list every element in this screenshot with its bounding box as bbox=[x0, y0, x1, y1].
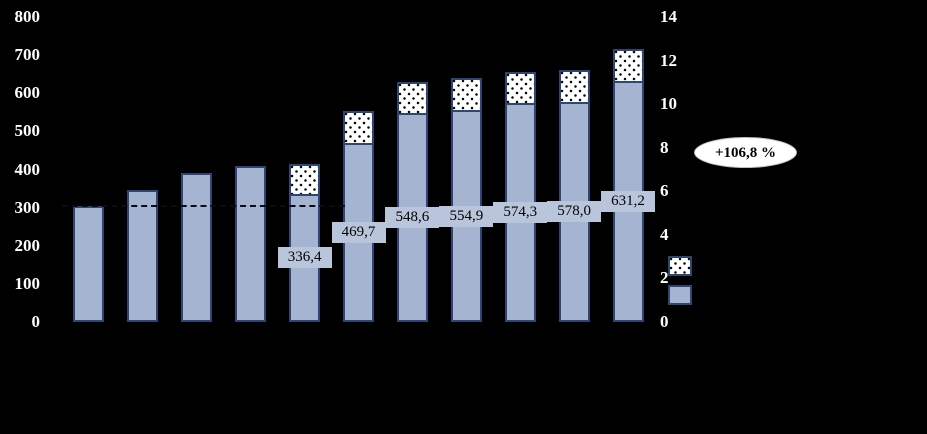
right-axis-tick-label: 4 bbox=[660, 224, 669, 244]
legend-swatch-dotted-series bbox=[668, 256, 692, 276]
left-axis-tick-label: 300 bbox=[14, 197, 41, 217]
bar-dotted-segment bbox=[396, 81, 428, 115]
left-axis-tick-label: 500 bbox=[14, 121, 41, 141]
left-axis-tick-label: 700 bbox=[14, 45, 41, 65]
left-axis-tick-label: 400 bbox=[14, 159, 41, 179]
bar-dotted-segment bbox=[558, 70, 590, 104]
right-axis-tick-label: 8 bbox=[660, 137, 669, 157]
bar-dotted-segment bbox=[343, 110, 374, 145]
bar-solid-segment bbox=[181, 173, 213, 322]
bar-data-label: 574,3 bbox=[493, 202, 548, 224]
left-axis-tick-label: 200 bbox=[14, 235, 41, 255]
chart-legend bbox=[668, 256, 698, 305]
growth-annotation-ellipse: +106,8 % bbox=[694, 137, 797, 168]
bar-data-label: 578,0 bbox=[547, 201, 602, 223]
bar-data-label: 631,2 bbox=[601, 191, 656, 213]
bar-data-label: 336,4 bbox=[277, 247, 332, 269]
left-axis-tick-label: 100 bbox=[14, 273, 41, 293]
right-axis-tick-label: 2 bbox=[660, 268, 669, 288]
right-axis-tick-label: 0 bbox=[660, 312, 669, 331]
left-axis-tick-label: 0 bbox=[31, 312, 41, 331]
reference-dashed-line bbox=[62, 204, 345, 207]
bar-solid-segment bbox=[127, 190, 159, 322]
right-axis-tick-label: 14 bbox=[660, 7, 677, 26]
bar-dotted-segment bbox=[450, 78, 482, 113]
bar-dotted-segment bbox=[612, 49, 644, 84]
bar-dotted-segment bbox=[289, 163, 321, 196]
left-axis-tick-label: 800 bbox=[14, 7, 41, 26]
bar-solid-segment bbox=[235, 165, 267, 322]
bar-data-label: 548,6 bbox=[385, 206, 440, 228]
left-axis-tick-label: 600 bbox=[14, 83, 41, 103]
right-axis-tick-label: 10 bbox=[660, 94, 677, 114]
bar-dotted-segment bbox=[504, 71, 536, 106]
legend-swatch-solid-series bbox=[668, 285, 692, 305]
bar-data-label: 469,7 bbox=[331, 221, 386, 243]
bar-solid-segment bbox=[73, 205, 105, 322]
right-axis-tick-label: 6 bbox=[660, 181, 669, 201]
right-axis-tick-label: 12 bbox=[660, 50, 677, 70]
bar-data-label: 554,9 bbox=[439, 205, 494, 227]
